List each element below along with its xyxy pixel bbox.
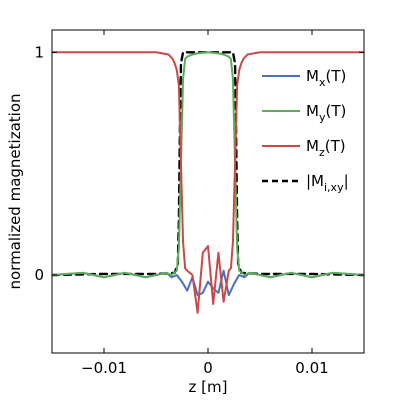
x-axis-title: z [m]: [189, 378, 228, 396]
legend-label: Mx(T): [306, 67, 346, 89]
legend-label: My(T): [306, 102, 346, 124]
y-tick-label: 1: [34, 43, 44, 61]
series-line-z: [52, 51, 364, 314]
x-tick-label: 0: [203, 359, 213, 377]
y-tick-label: 0: [34, 266, 44, 284]
legend-label: Mz(T): [306, 137, 346, 159]
y-axis-title: normalized magnetization: [6, 93, 24, 289]
x-tick-label: −0.01: [81, 359, 127, 377]
series-layer: [52, 51, 364, 314]
x-tick-label: 0.01: [295, 359, 328, 377]
legend-label: |Mi,xy|: [306, 172, 349, 194]
series-line-y: [52, 51, 364, 279]
legend: Mx(T) My(T) Mz(T) |Mi,xy|: [262, 67, 349, 194]
ticks-layer: −0.01 0 0.01 0 1: [34, 30, 364, 377]
plot-background: [52, 30, 364, 353]
